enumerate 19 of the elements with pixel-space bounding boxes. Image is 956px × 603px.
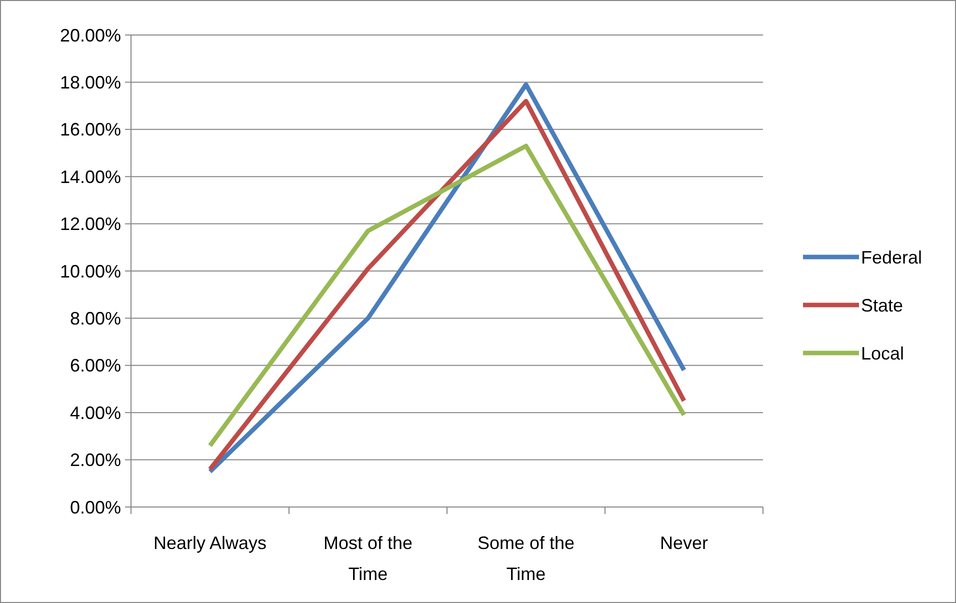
y-tick-label: 6.00% (70, 356, 121, 376)
y-tick-label: 16.00% (60, 120, 121, 140)
y-tick-label: 12.00% (60, 214, 121, 234)
y-tick-label: 4.00% (70, 402, 121, 423)
y-tick-label: 8.00% (70, 308, 121, 328)
x-tick-label: Most of the Time (323, 533, 413, 584)
legend-label: Local (861, 343, 904, 364)
y-tick-label: 10.00% (60, 261, 121, 282)
y-tick-label: 20.00% (60, 25, 121, 46)
line-series (208, 144, 686, 448)
x-tick-label: Some of the Time (477, 533, 575, 584)
x-tick-label: Nearly Always (153, 533, 267, 553)
y-tick-label: 2.00% (70, 450, 121, 470)
y-tick-label: 18.00% (60, 72, 121, 92)
x-tick-label: Never (660, 533, 708, 553)
y-tick-label: 14.00% (60, 166, 121, 187)
y-tick-label: 0.00% (70, 497, 121, 518)
legend-label: Federal (861, 247, 922, 268)
legend-label: State (861, 295, 904, 316)
